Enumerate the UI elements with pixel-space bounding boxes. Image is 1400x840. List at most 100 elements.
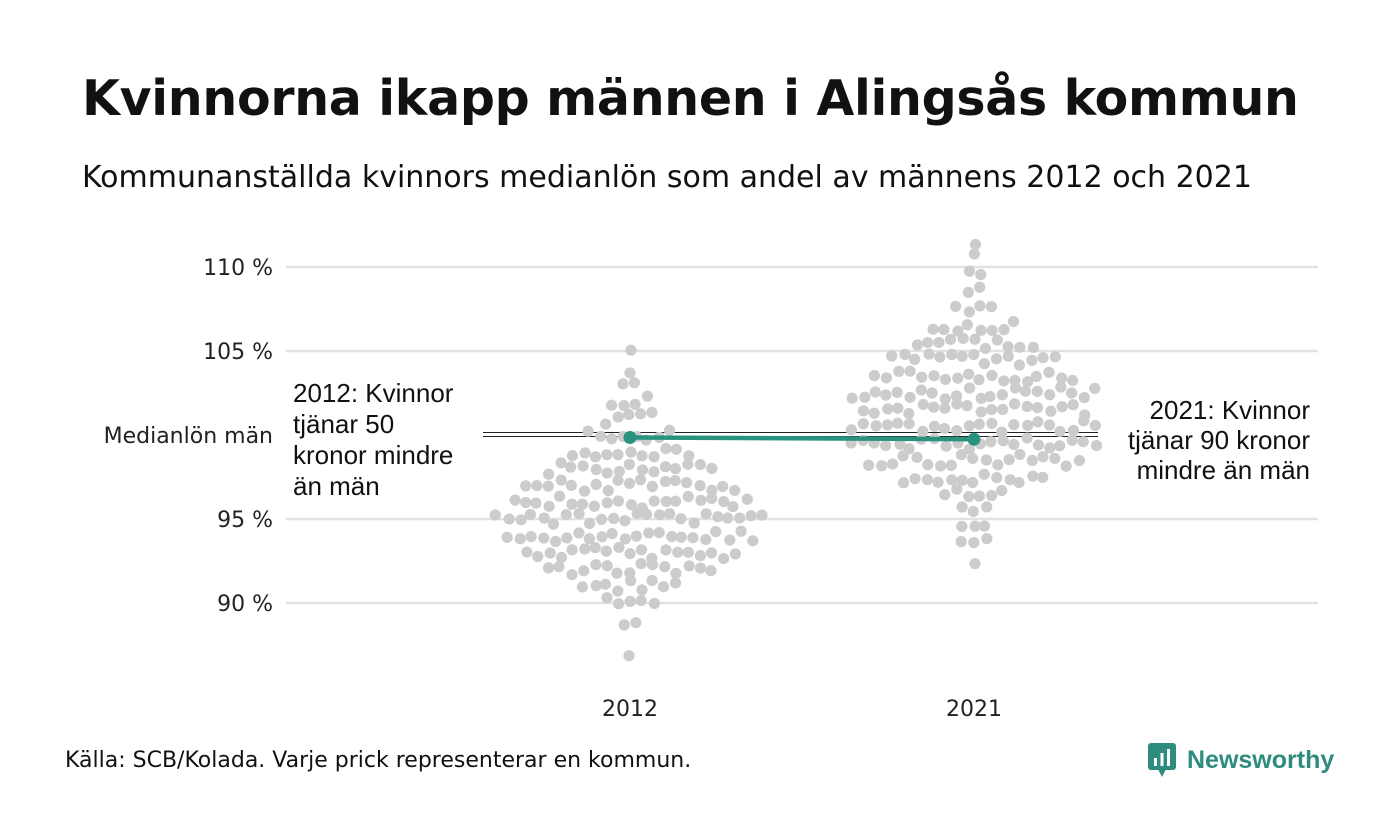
- municipality-dot: [553, 561, 565, 573]
- municipality-dot: [624, 367, 636, 379]
- municipality-dot: [543, 500, 555, 512]
- municipality-dot: [653, 509, 666, 521]
- municipality-dot: [601, 592, 613, 604]
- municipality-dot: [1044, 389, 1056, 401]
- municipality-dot: [1065, 387, 1078, 399]
- municipality-dot: [635, 544, 648, 556]
- municipality-dot: [605, 399, 618, 411]
- municipality-dot: [612, 495, 625, 507]
- municipality-dot: [670, 443, 682, 455]
- municipality-dot: [986, 403, 998, 416]
- municipality-dot: [928, 420, 941, 432]
- municipality-dot: [897, 477, 910, 489]
- municipality-dot: [646, 574, 658, 587]
- municipality-dot: [1027, 341, 1039, 353]
- municipality-dot: [892, 402, 904, 414]
- y-axis-ticks: 110 % 105 % Medianlön män 95 % 90 %: [104, 256, 273, 617]
- municipality-dot: [623, 477, 636, 489]
- municipality-dot: [612, 411, 624, 423]
- municipality-dot: [623, 650, 635, 662]
- municipality-dot: [648, 495, 660, 507]
- municipality-dot: [553, 490, 566, 502]
- municipality-dot: [939, 393, 951, 405]
- municipality-dot: [951, 425, 963, 437]
- municipality-dot: [1031, 402, 1044, 414]
- municipality-dot: [1090, 439, 1103, 452]
- municipality-dot: [967, 476, 979, 489]
- municipality-dot: [648, 451, 660, 463]
- municipality-dot: [1055, 381, 1067, 393]
- municipality-dot: [601, 467, 613, 479]
- municipality-dot: [869, 386, 881, 398]
- municipality-dot: [978, 358, 990, 370]
- municipality-dot: [956, 501, 968, 513]
- annotation-2012-line: kronor mindre: [293, 440, 453, 470]
- municipality-dot: [625, 446, 637, 458]
- municipality-dot: [735, 525, 747, 537]
- municipality-dot: [967, 452, 979, 465]
- municipality-dot: [1008, 438, 1020, 451]
- municipality-dot: [600, 418, 612, 430]
- source-note: Källa: SCB/Kolada. Varje prick represent…: [65, 748, 692, 773]
- municipality-dot: [932, 476, 944, 488]
- municipality-dot: [1056, 372, 1068, 384]
- municipality-dot: [688, 517, 700, 529]
- municipality-dot: [916, 371, 928, 383]
- municipality-dot: [666, 530, 678, 543]
- municipality-dot: [501, 531, 513, 543]
- municipality-dot: [578, 565, 590, 577]
- municipality-dot: [1027, 470, 1039, 482]
- municipality-dot: [590, 478, 602, 491]
- municipality-dot: [718, 495, 730, 508]
- municipality-dot: [986, 369, 998, 382]
- municipality-dot: [532, 550, 544, 563]
- grid-lines: [286, 265, 1318, 605]
- municipality-dot: [694, 562, 707, 574]
- municipality-dot: [973, 418, 985, 430]
- municipality-dot: [566, 450, 579, 462]
- municipality-dot: [741, 493, 753, 505]
- municipality-dot: [1060, 460, 1072, 472]
- municipality-dot: [1067, 399, 1079, 411]
- municipality-dot: [969, 520, 981, 532]
- municipality-dot: [1073, 454, 1086, 467]
- municipality-dot: [601, 560, 613, 572]
- municipality-dot: [938, 323, 950, 336]
- municipality-dot: [543, 468, 555, 480]
- municipality-dot: [1067, 374, 1079, 387]
- municipality-dot: [579, 447, 591, 459]
- municipality-dot: [607, 512, 620, 524]
- municipality-dot: [922, 459, 934, 471]
- municipality-dot: [625, 344, 637, 356]
- municipality-dot: [606, 433, 618, 445]
- municipality-dot: [1077, 436, 1089, 448]
- newsworthy-logo: Newsworthy: [1147, 742, 1334, 778]
- municipality-dot: [968, 348, 980, 361]
- municipality-dot: [599, 578, 612, 590]
- municipality-dot: [938, 422, 951, 435]
- municipality-dot: [969, 558, 981, 570]
- municipality-dot: [963, 420, 975, 432]
- municipality-dot: [555, 551, 568, 564]
- municipality-dot: [1032, 416, 1044, 428]
- annotation-2021-line: mindre än män: [1137, 455, 1310, 485]
- newsworthy-logo-icon: [1148, 743, 1176, 777]
- y-tick-label: Medianlön män: [104, 424, 273, 449]
- municipality-dot: [991, 334, 1003, 346]
- municipality-dot: [1049, 351, 1061, 363]
- municipality-dot: [893, 365, 905, 377]
- municipality-dot: [706, 484, 718, 496]
- municipality-dot: [961, 400, 973, 412]
- municipality-dot: [573, 527, 585, 539]
- municipality-dot: [1002, 350, 1014, 362]
- municipality-dot: [939, 373, 952, 386]
- municipality-dot: [990, 353, 1003, 365]
- municipality-dot: [1021, 432, 1033, 444]
- municipality-dot: [1008, 419, 1020, 431]
- municipality-dot: [944, 333, 957, 346]
- municipality-dot: [904, 391, 916, 403]
- municipality-dot: [967, 505, 979, 518]
- municipality-dot: [503, 513, 515, 525]
- municipality-dot: [619, 533, 631, 545]
